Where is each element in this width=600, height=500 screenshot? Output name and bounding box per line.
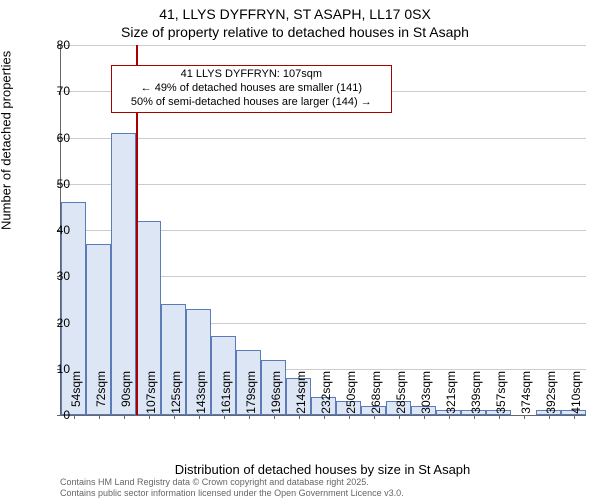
xtick-label: 90sqm — [119, 371, 133, 421]
xtick-label: 250sqm — [344, 371, 358, 421]
xtick-label: 285sqm — [394, 371, 408, 421]
xtick-label: 179sqm — [244, 371, 258, 421]
xtick-label: 196sqm — [269, 371, 283, 421]
annotation-line: ← 49% of detached houses are smaller (14… — [112, 82, 391, 96]
xtick-label: 72sqm — [94, 371, 108, 421]
footer-line1: Contains HM Land Registry data © Crown c… — [60, 477, 404, 487]
chart-title-line1: 41, LLYS DYFFRYN, ST ASAPH, LL17 0SX — [0, 6, 590, 22]
gridline — [61, 138, 586, 139]
xtick-label: 392sqm — [544, 371, 558, 421]
y-axis-label: Number of detached properties — [0, 51, 14, 230]
xtick-label: 374sqm — [519, 371, 533, 421]
chart-title-line2: Size of property relative to detached ho… — [0, 24, 590, 40]
xtick-label: 161sqm — [219, 371, 233, 421]
xtick-label: 232sqm — [319, 371, 333, 421]
ytick-label: 50 — [45, 177, 70, 191]
ytick-label: 70 — [45, 84, 70, 98]
xtick-label: 410sqm — [569, 371, 583, 421]
ytick-label: 40 — [45, 223, 70, 237]
ytick-label: 10 — [45, 362, 70, 376]
annotation-line: 50% of semi-detached houses are larger (… — [112, 96, 391, 110]
gridline — [61, 184, 586, 185]
xtick-label: 143sqm — [194, 371, 208, 421]
ytick-label: 60 — [45, 131, 70, 145]
xtick-label: 107sqm — [144, 371, 158, 421]
xtick-label: 303sqm — [419, 371, 433, 421]
chart-container: 41, LLYS DYFFRYN, ST ASAPH, LL17 0SX Siz… — [0, 0, 600, 500]
x-axis-label: Distribution of detached houses by size … — [60, 462, 585, 477]
xtick-label: 357sqm — [494, 371, 508, 421]
footer-attribution: Contains HM Land Registry data © Crown c… — [60, 477, 404, 498]
xtick-label: 54sqm — [69, 371, 83, 421]
ytick-label: 0 — [45, 408, 70, 422]
annotation-box: 41 LLYS DYFFRYN: 107sqm← 49% of detached… — [111, 65, 392, 112]
gridline — [61, 45, 586, 46]
plot-area: 41 LLYS DYFFRYN: 107sqm← 49% of detached… — [60, 45, 586, 416]
footer-line2: Contains public sector information licen… — [60, 488, 404, 498]
ytick-label: 20 — [45, 316, 70, 330]
ytick-label: 80 — [45, 38, 70, 52]
xtick-label: 125sqm — [169, 371, 183, 421]
annotation-line: 41 LLYS DYFFRYN: 107sqm — [112, 68, 391, 82]
xtick-label: 321sqm — [444, 371, 458, 421]
xtick-label: 214sqm — [294, 371, 308, 421]
xtick-label: 339sqm — [469, 371, 483, 421]
xtick-label: 268sqm — [369, 371, 383, 421]
ytick-label: 30 — [45, 269, 70, 283]
